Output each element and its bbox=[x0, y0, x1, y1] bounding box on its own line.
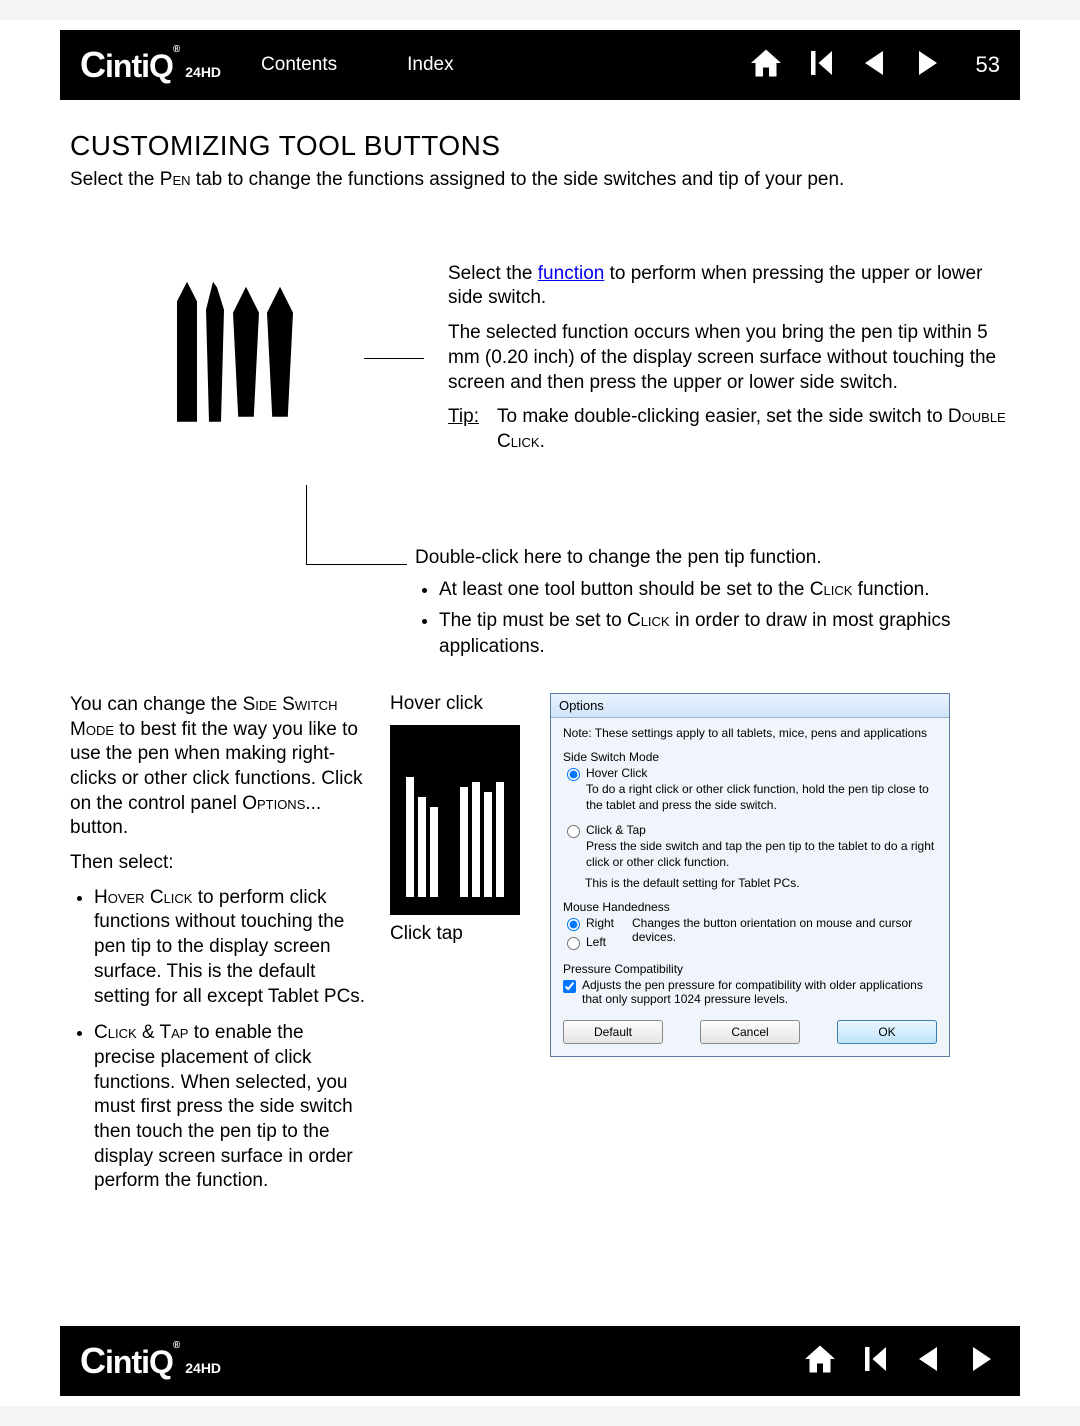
checkbox-pressure-compat[interactable] bbox=[563, 980, 576, 993]
page-number: 53 bbox=[976, 52, 1000, 78]
radio-left-label: Left bbox=[586, 935, 606, 949]
leader-line bbox=[306, 485, 307, 565]
hover-click-thumbnail bbox=[390, 725, 520, 915]
header-nav: 53 bbox=[748, 45, 1000, 86]
side-switch-mode-label: Side Switch Mode bbox=[563, 750, 937, 764]
radio-hover-click[interactable] bbox=[567, 768, 580, 781]
upper-p1: Select the function to perform when pres… bbox=[448, 262, 1010, 311]
page-title: CUSTOMIZING TOOL BUTTONS bbox=[70, 130, 1010, 162]
ok-button[interactable]: OK bbox=[837, 1020, 937, 1044]
brand-model: 24HD bbox=[185, 64, 221, 80]
first-page-icon[interactable] bbox=[802, 45, 838, 86]
left-li-hover: Hover Click to perform click functions w… bbox=[94, 886, 370, 1009]
leader-line bbox=[364, 358, 424, 359]
options-dialog: Options Note: These settings apply to al… bbox=[550, 693, 950, 1057]
radio-left[interactable] bbox=[567, 937, 580, 950]
cancel-button[interactable]: Cancel bbox=[700, 1020, 800, 1044]
mid-bullets: At least one tool button should be set t… bbox=[415, 577, 1010, 661]
mid-lead: Double-click here to change the pen tip … bbox=[415, 545, 1010, 572]
prev-page-icon[interactable] bbox=[910, 1341, 946, 1382]
home-icon[interactable] bbox=[802, 1341, 838, 1382]
mouse-handedness-label: Mouse Handedness bbox=[563, 900, 937, 914]
click-tap-label: Click tap bbox=[390, 923, 530, 945]
pressure-compat-desc: Adjusts the pen pressure for compatibili… bbox=[582, 978, 937, 1006]
radio-hover-click-desc: To do a right click or other click funct… bbox=[586, 782, 937, 813]
footer-nav bbox=[802, 1341, 1000, 1382]
brand-logo: CintiQ® 24HD bbox=[80, 1340, 221, 1382]
first-page-icon[interactable] bbox=[856, 1341, 892, 1382]
mid-bullet-1: At least one tool button should be set t… bbox=[439, 577, 1010, 604]
tip-row: Tip: To make double-clicking easier, set… bbox=[448, 405, 1010, 454]
tip-body: To make double-clicking easier, set the … bbox=[497, 405, 1010, 454]
brand-logo: CintiQ® 24HD bbox=[80, 44, 221, 86]
default-button[interactable]: Default bbox=[563, 1020, 663, 1044]
footer-bar: CintiQ® 24HD bbox=[60, 1326, 1020, 1396]
tip-label: Tip: bbox=[448, 405, 479, 454]
leader-line bbox=[307, 564, 407, 565]
header-links: Contents Index bbox=[261, 54, 454, 76]
header-bar: CintiQ® 24HD Contents Index 53 bbox=[60, 30, 1020, 100]
options-note: Note: These settings apply to all tablet… bbox=[563, 726, 937, 740]
upper-p2: The selected function occurs when you br… bbox=[448, 321, 1010, 395]
intro-text: Select the Pen tab to change the functio… bbox=[70, 168, 1010, 192]
handedness-desc: Changes the button orientation on mouse … bbox=[632, 916, 937, 944]
left-li-clicktap: Click & Tap to enable the precise placem… bbox=[94, 1021, 370, 1194]
radio-hover-click-label: Hover Click bbox=[586, 766, 937, 780]
brand-model: 24HD bbox=[185, 1360, 221, 1376]
radio-right[interactable] bbox=[567, 918, 580, 931]
next-page-icon[interactable] bbox=[964, 1341, 1000, 1382]
home-icon[interactable] bbox=[748, 45, 784, 86]
left-then: Then select: bbox=[70, 851, 370, 876]
function-link[interactable]: function bbox=[538, 263, 605, 284]
radio-click-tap-label: Click & Tap bbox=[586, 823, 937, 837]
tabletpc-note: This is the default setting for Tablet P… bbox=[585, 876, 937, 890]
pen-diagram bbox=[130, 262, 340, 442]
brand-name: CintiQ® bbox=[80, 1340, 179, 1382]
pressure-compat-label: Pressure Compatibility bbox=[563, 962, 937, 976]
hover-click-label: Hover click bbox=[390, 693, 530, 715]
next-page-icon[interactable] bbox=[910, 45, 946, 86]
radio-right-label: Right bbox=[586, 916, 614, 930]
prev-page-icon[interactable] bbox=[856, 45, 892, 86]
link-contents[interactable]: Contents bbox=[261, 54, 337, 76]
link-index[interactable]: Index bbox=[407, 54, 453, 76]
mid-bullet-2: The tip must be set to Click in order to… bbox=[439, 608, 1010, 661]
left-p1: You can change the Side Switch Mode to b… bbox=[70, 693, 370, 841]
brand-name: CintiQ® bbox=[80, 44, 179, 86]
radio-click-tap[interactable] bbox=[567, 825, 580, 838]
options-title: Options bbox=[551, 694, 949, 718]
radio-click-tap-desc: Press the side switch and tap the pen ti… bbox=[586, 839, 937, 870]
